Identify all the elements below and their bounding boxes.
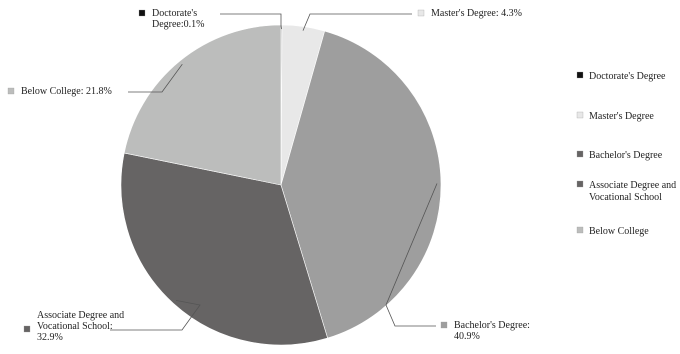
leader-line-associate-degree-and-vocational-school bbox=[110, 300, 201, 331]
callout-label-associate-degree-and-vocational-school: Associate Degree and bbox=[37, 310, 124, 321]
legend-swatch-doctorate-s-degree bbox=[576, 71, 584, 79]
legend-swatch-bachelor-s-degree bbox=[576, 150, 584, 158]
legend-swatch-associate-degree-and-vocational-school bbox=[576, 180, 584, 188]
pie-slice-associate-degree-and-vocational-school bbox=[120, 152, 328, 346]
legend-label-below-college: Below College bbox=[589, 226, 649, 237]
legend-label-doctorate-s-degree: Doctorate's Degree bbox=[589, 71, 666, 82]
legend-label-associate-degree-and-vocational-school: Associate Degree and bbox=[589, 180, 676, 191]
callout-label-associate-degree-and-vocational-school: 32.9% bbox=[37, 332, 63, 343]
callout-label-bachelor-s-degree: 40.9% bbox=[454, 331, 480, 342]
callout-label-master-s-degree: Master's Degree: 4.3% bbox=[431, 8, 522, 19]
leader-line-below-college bbox=[128, 63, 183, 93]
pie-slice-bachelor-s-degree bbox=[280, 30, 442, 339]
callout-label-doctorate-s-degree: Doctorate's bbox=[152, 8, 197, 19]
callout-label-bachelor-s-degree: Bachelor's Degree: bbox=[454, 320, 530, 331]
pie-slices bbox=[120, 24, 442, 346]
leader-line-master-s-degree bbox=[302, 13, 412, 31]
legend-label-bachelor-s-degree: Bachelor's Degree bbox=[589, 150, 663, 161]
callout-marker-associate-degree-and-vocational-school bbox=[23, 325, 31, 333]
legend-swatch-master-s-degree bbox=[576, 111, 584, 119]
callout-marker-master-s-degree bbox=[417, 9, 425, 17]
leader-line-doctorate-s-degree bbox=[220, 13, 282, 30]
legend: Doctorate's Degree Master's Degree Bachelo… bbox=[576, 71, 676, 237]
callout-label-doctorate-s-degree: Degree:0.1% bbox=[152, 19, 204, 30]
callout-marker-bachelor-s-degree bbox=[440, 321, 448, 329]
callout-label-below-college: Below College: 21.8% bbox=[21, 86, 112, 97]
callout-label-associate-degree-and-vocational-school: Vocational School: bbox=[37, 321, 113, 332]
legend-label-master-s-degree: Master's Degree bbox=[589, 111, 654, 122]
callout-marker-below-college bbox=[7, 87, 15, 95]
legend-label-associate-degree-and-vocational-school: Vocational School bbox=[589, 192, 662, 203]
callout-marker-doctorate-s-degree bbox=[138, 9, 146, 17]
leader-lines bbox=[110, 13, 438, 331]
leader-line-bachelor-s-degree bbox=[385, 183, 438, 327]
pie-slice-below-college bbox=[123, 24, 282, 186]
legend-swatch-below-college bbox=[576, 226, 584, 234]
